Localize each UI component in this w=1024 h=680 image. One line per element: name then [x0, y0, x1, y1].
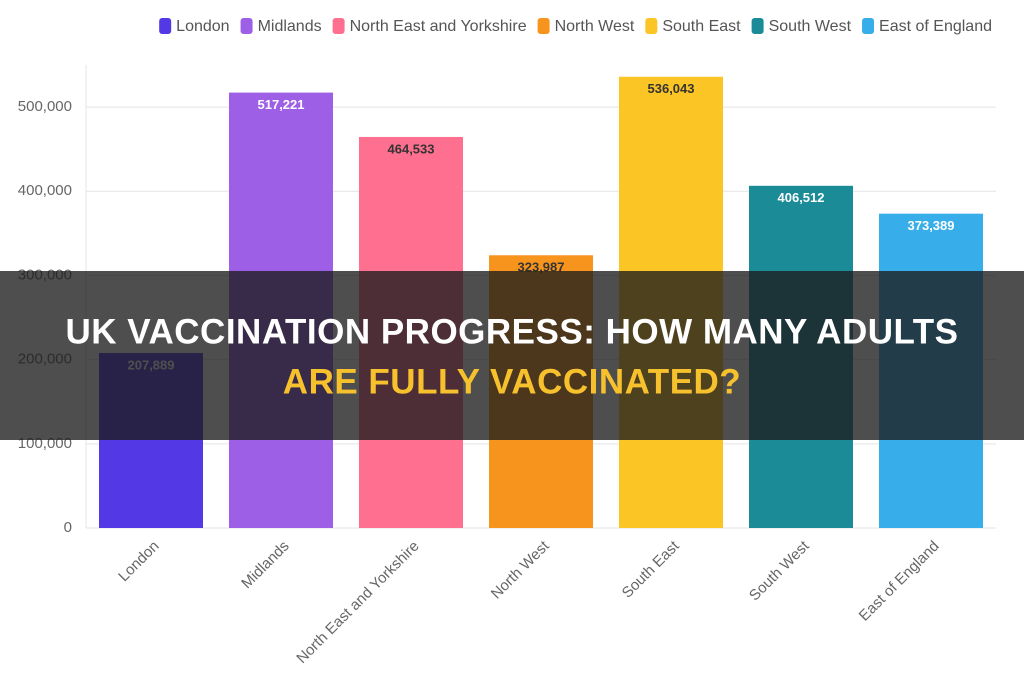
x-tick-label: North West	[488, 537, 553, 602]
banner	[0, 271, 1024, 440]
legend-swatch	[240, 18, 253, 34]
x-tick-label: East of England	[856, 538, 943, 625]
y-tick-label: 500,000	[18, 98, 72, 115]
legend-label: North West	[555, 18, 635, 35]
data-label: 323,987	[518, 260, 565, 275]
data-label: 517,221	[258, 97, 305, 112]
data-label: 406,512	[778, 190, 825, 205]
legend-swatch	[751, 18, 764, 34]
legend-label: East of England	[879, 18, 992, 35]
legend-item: South West	[751, 18, 852, 35]
legend-label: Midlands	[258, 18, 322, 35]
legend-label: London	[176, 18, 229, 35]
legend-label: North East and Yorkshire	[350, 18, 527, 35]
y-tick-label: 0	[64, 519, 72, 536]
legend-item: North West	[537, 18, 635, 35]
banner-title: UK VACCINATION PROGRESS: HOW MANY ADULTS	[65, 312, 958, 351]
x-tick-label: London	[115, 538, 162, 585]
legend-item: London	[159, 18, 230, 35]
legend-item: North East and Yorkshire	[332, 18, 527, 35]
legend-swatch	[332, 18, 345, 34]
legend-item: East of England	[862, 18, 992, 35]
legend-label: South East	[662, 18, 741, 35]
data-label: 464,533	[388, 141, 435, 156]
legend-item: Midlands	[240, 18, 322, 35]
y-tick-label: 400,000	[18, 182, 72, 199]
x-tick-label: Midlands	[238, 538, 292, 592]
x-tick-label: South East	[619, 537, 683, 601]
x-tick-label: South West	[746, 537, 813, 604]
data-label: 536,043	[648, 81, 695, 96]
data-label: 373,389	[908, 218, 955, 233]
legend-swatch	[645, 18, 658, 34]
legend-swatch	[537, 18, 550, 34]
x-tick-label: North East and Yorkshire	[293, 538, 422, 667]
legend-swatch	[862, 18, 875, 34]
legend-label: South West	[769, 18, 852, 35]
banner-title: ARE FULLY VACCINATED?	[283, 362, 741, 401]
legend-item: South East	[645, 18, 741, 35]
legend-swatch	[159, 18, 172, 34]
